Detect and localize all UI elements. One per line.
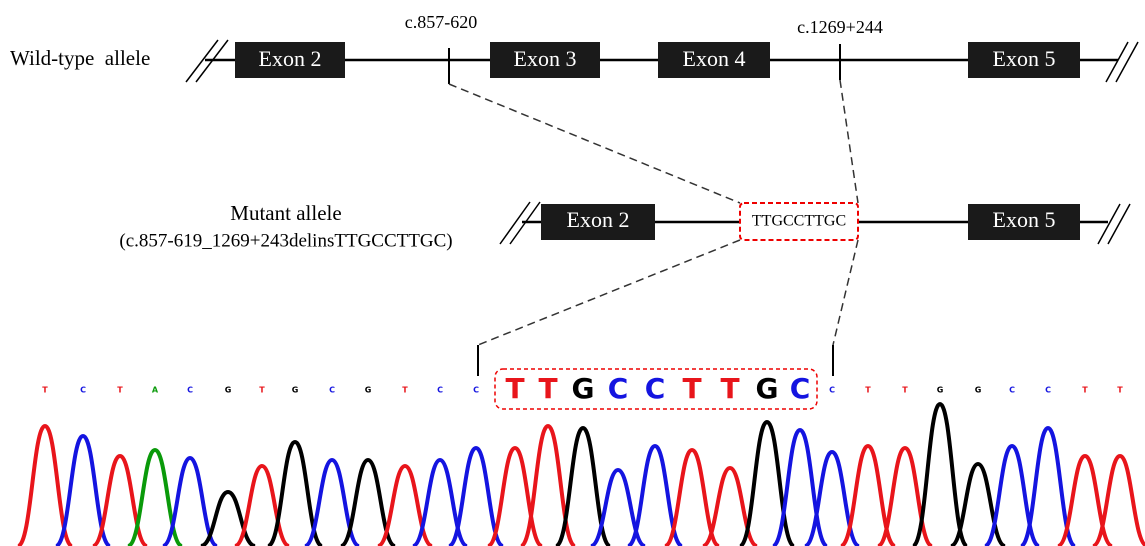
base-call: T bbox=[538, 372, 557, 405]
base-call: T bbox=[1117, 386, 1123, 395]
exon-label: Exon 5 bbox=[993, 46, 1056, 71]
base-call: T bbox=[865, 386, 871, 395]
base-call: T bbox=[720, 372, 739, 405]
trace-peak bbox=[521, 426, 575, 546]
trace-peak bbox=[93, 456, 147, 546]
trace-peak bbox=[128, 450, 182, 546]
base-call: C bbox=[437, 386, 443, 395]
base-call: T bbox=[505, 372, 524, 405]
base-call: C bbox=[187, 386, 193, 395]
breakpoint-label: c.1269+244 bbox=[797, 17, 883, 37]
insertion-label: TTGCCTTGC bbox=[752, 213, 846, 230]
trace-peak bbox=[1093, 456, 1145, 546]
base-call: T bbox=[902, 386, 908, 395]
base-call: C bbox=[329, 386, 335, 395]
breakpoint-label: c.857-620 bbox=[405, 12, 477, 32]
exon-label: Exon 2 bbox=[567, 207, 630, 232]
base-call: C bbox=[645, 372, 666, 405]
figure: Wild-type allele Exon 2 Exon 3 Exon 4 Exon … bbox=[0, 0, 1145, 546]
base-call: C bbox=[1045, 386, 1051, 395]
base-call: C bbox=[80, 386, 86, 395]
base-call: G bbox=[225, 386, 232, 395]
base-call: C bbox=[790, 372, 811, 405]
exon-label: Exon 3 bbox=[514, 46, 577, 71]
base-call: T bbox=[1082, 386, 1088, 395]
base-call: T bbox=[259, 386, 265, 395]
trace-peak bbox=[1058, 456, 1112, 546]
trace-peak bbox=[913, 404, 967, 546]
base-call: C bbox=[829, 386, 835, 395]
base-call: G bbox=[937, 386, 944, 395]
exon-label: Exon 5 bbox=[993, 207, 1056, 232]
base-call: G bbox=[292, 386, 299, 395]
base-call: G bbox=[975, 386, 982, 395]
trace-peak bbox=[378, 466, 432, 546]
base-call: T bbox=[682, 372, 701, 405]
base-call: T bbox=[117, 386, 123, 395]
base-call: G bbox=[365, 386, 372, 395]
wt-break-right bbox=[1106, 42, 1138, 82]
wild-type-label: Wild-type allele bbox=[10, 46, 150, 70]
trace-peak bbox=[413, 460, 467, 546]
base-call: C bbox=[608, 372, 629, 405]
base-call: A bbox=[152, 386, 159, 395]
mut-break-right bbox=[1098, 204, 1130, 244]
base-call: C bbox=[1009, 386, 1015, 395]
trace-peak bbox=[985, 446, 1039, 546]
exon-label: Exon 4 bbox=[683, 46, 746, 71]
base-call: T bbox=[42, 386, 48, 395]
base-call: C bbox=[473, 386, 479, 395]
trace-peak bbox=[703, 468, 757, 546]
base-call: T bbox=[402, 386, 408, 395]
page: {"wild_type": {"label": "Wild-type allel… bbox=[0, 0, 1145, 546]
mutant-label: Mutant allele bbox=[230, 201, 341, 225]
exon-label: Exon 2 bbox=[259, 46, 322, 71]
base-call: G bbox=[756, 372, 779, 405]
base-call: G bbox=[572, 372, 595, 405]
mutant-sublabel: (c.857-619_1269+243delinsTTGCCTTGC) bbox=[119, 230, 452, 251]
